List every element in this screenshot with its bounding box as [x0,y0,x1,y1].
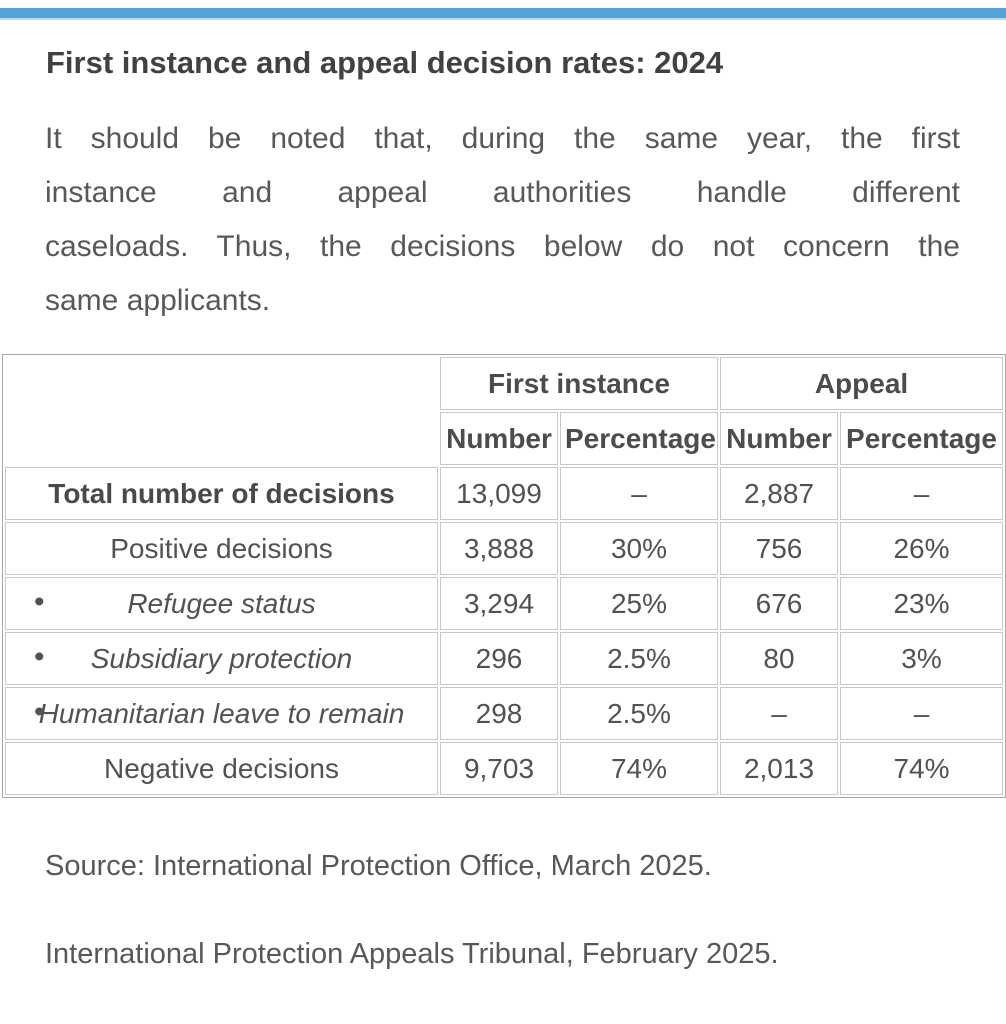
group-header-appeal: Appeal [720,357,1004,410]
bullet-icon: • [34,695,45,729]
bullet-icon: • [34,585,45,619]
bullet-icon: • [34,640,45,674]
value-cell: – [720,687,838,740]
table-row: • Subsidiary protection 296 2.5% 80 3% [5,632,1004,685]
page-title: First instance and appeal decision rates… [46,45,724,80]
table-row: Negative decisions 9,703 74% 2,013 74% [5,742,1004,795]
table-row: Positive decisions 3,888 30% 756 26% [5,522,1004,575]
row-label-cell: Positive decisions [5,522,438,575]
value-cell: 3,888 [440,522,558,575]
value-cell: 2,887 [720,467,838,520]
value-cell: 13,099 [440,467,558,520]
value-cell: 3% [840,632,1004,685]
source-line-ipo: Source: International Protection Office,… [45,850,712,882]
value-cell: – [560,467,718,520]
sub-header-number-appeal: Number [720,412,838,465]
group-header-row: First instance Appeal [5,357,1004,410]
empty-corner-cell [5,412,438,465]
intro-line: instance and appeal authorities handle d… [45,176,960,209]
intro-paragraph: It should be noted that, during the same… [45,112,960,328]
value-cell: 676 [720,577,838,630]
value-cell: 26% [840,522,1004,575]
value-cell: 23% [840,577,1004,630]
value-cell: 298 [440,687,558,740]
sub-header-row: Number Percentage Number Percentage [5,412,1004,465]
row-label: Humanitarian leave to remain [38,697,405,729]
group-header-first-instance: First instance [440,357,718,410]
accent-top-bar [0,8,1006,20]
value-cell: 74% [840,742,1004,795]
row-label: Subsidiary protection [90,642,353,674]
sub-header-number-fi: Number [440,412,558,465]
sub-header-percentage-appeal: Percentage [840,412,1004,465]
intro-line: same applicants. [45,284,271,317]
table-row: Total number of decisions 13,099 – 2,887… [5,467,1004,520]
sub-header-percentage-fi: Percentage [560,412,718,465]
value-cell: 2,013 [720,742,838,795]
table-row: • Humanitarian leave to remain 298 2.5% … [5,687,1004,740]
row-label-cell: Total number of decisions [5,467,438,520]
value-cell: 80 [720,632,838,685]
row-label-cell: • Humanitarian leave to remain [5,687,438,740]
value-cell: 3,294 [440,577,558,630]
value-cell: 296 [440,632,558,685]
value-cell: 25% [560,577,718,630]
value-cell: 2.5% [560,687,718,740]
value-cell: 2.5% [560,632,718,685]
value-cell: 30% [560,522,718,575]
row-label-cell: Negative decisions [5,742,438,795]
intro-line: caseloads. Thus, the decisions below do … [45,230,960,263]
value-cell: 74% [560,742,718,795]
row-label-cell: • Subsidiary protection [5,632,438,685]
decisions-table: First instance Appeal Number Percentage … [2,354,1006,798]
value-cell: – [840,467,1004,520]
value-cell: 756 [720,522,838,575]
value-cell: 9,703 [440,742,558,795]
empty-corner-cell [5,357,438,410]
row-label-cell: • Refugee status [5,577,438,630]
row-label: Refugee status [127,587,316,619]
table-row: • Refugee status 3,294 25% 676 23% [5,577,1004,630]
intro-line: It should be noted that, during the same… [45,122,960,155]
source-line-ipat: International Protection Appeals Tribuna… [45,938,779,970]
value-cell: – [840,687,1004,740]
